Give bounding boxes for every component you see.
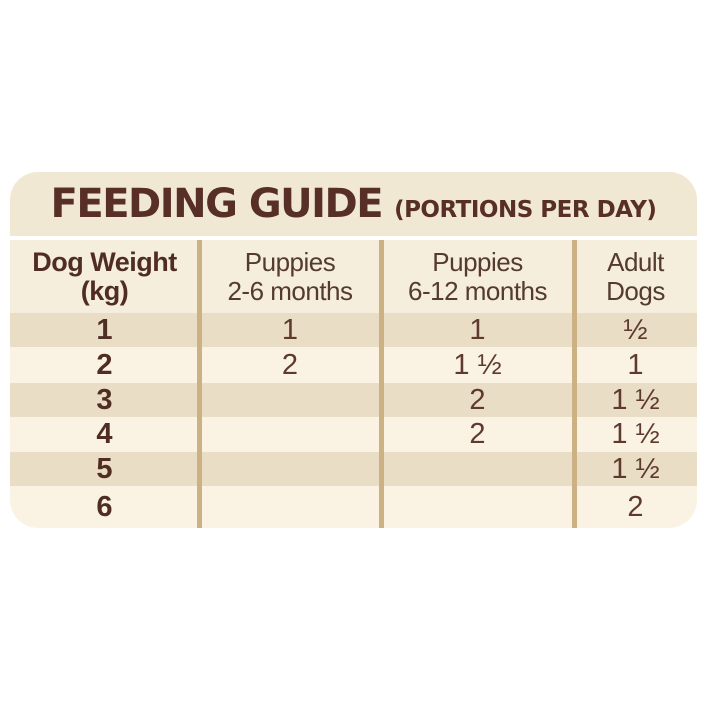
cell-adult-row2: 1 [627, 348, 644, 381]
header-line: Puppies [432, 246, 523, 277]
cell-puppies612-row2: 1 ½ [453, 348, 502, 381]
cell-weight-row4: 4 [96, 418, 113, 450]
cell-adult-row1: ½ [623, 313, 648, 346]
cell-puppies612-row3: 2 [469, 383, 486, 416]
cell-adult-row4: 1 ½ [611, 418, 660, 450]
header-line: (kg) [80, 275, 129, 306]
cell-weight-row1: 1 [96, 313, 113, 346]
column-header-dog-weight: Dog Weight (kg) [10, 240, 199, 313]
header-line: 2-6 months [227, 275, 353, 306]
cell-adult-row3: 1 ½ [611, 383, 660, 416]
cell-puppies612-row5 [381, 452, 574, 486]
row-stripe-band [10, 313, 697, 347]
header-row-background [10, 240, 697, 313]
cell-puppies26-row3 [199, 383, 381, 417]
page-title: FEEDING GUIDE [50, 181, 384, 227]
title-block: FEEDING GUIDE (PORTIONS PER DAY) [10, 172, 697, 236]
page-title-suffix: (PORTIONS PER DAY) [394, 197, 657, 223]
feeding-guide-card: FEEDING GUIDE (PORTIONS PER DAY) Dog Wei… [10, 172, 697, 528]
column-divider [197, 240, 202, 528]
cell-puppies26-row2: 2 [281, 348, 299, 381]
column-divider [572, 240, 577, 528]
cell-puppies26-row6 [199, 486, 381, 528]
feeding-table: Dog Weight (kg) Puppies 2-6 months Puppi… [10, 240, 697, 528]
table-grid: Dog Weight (kg) Puppies 2-6 months Puppi… [10, 240, 697, 528]
cell-weight-row6: 6 [96, 490, 113, 523]
title-divider-gap [10, 236, 697, 240]
cell-adult-row5: 1 ½ [611, 452, 660, 485]
cell-puppies612-row6 [381, 486, 574, 528]
column-header-adult-dogs: Adult Dogs [574, 240, 697, 313]
cell-puppies612-row4: 2 [469, 418, 486, 450]
cell-puppies26-row5 [199, 452, 381, 486]
cell-puppies26-row1: 1 [281, 313, 299, 346]
cell-puppies26-row4 [199, 417, 381, 452]
row-stripe-band [10, 452, 697, 486]
cell-weight-row3: 3 [96, 383, 113, 416]
column-header-puppies-6-12: Puppies 6-12 months [381, 240, 574, 313]
cell-puppies612-row1: 1 [469, 313, 486, 346]
cell-weight-row5: 5 [96, 452, 113, 485]
row-stripe-band [10, 383, 697, 417]
header-line: Adult [607, 246, 664, 277]
header-line: 6-12 months [407, 275, 548, 306]
column-header-puppies-2-6: Puppies 2-6 months [199, 240, 381, 313]
cell-weight-row2: 2 [96, 348, 113, 381]
header-line: Dogs [606, 275, 665, 306]
header-line: Puppies [244, 246, 336, 277]
cell-adult-row6: 2 [627, 490, 644, 523]
header-line: Dog Weight [32, 246, 177, 277]
column-divider [379, 240, 384, 528]
